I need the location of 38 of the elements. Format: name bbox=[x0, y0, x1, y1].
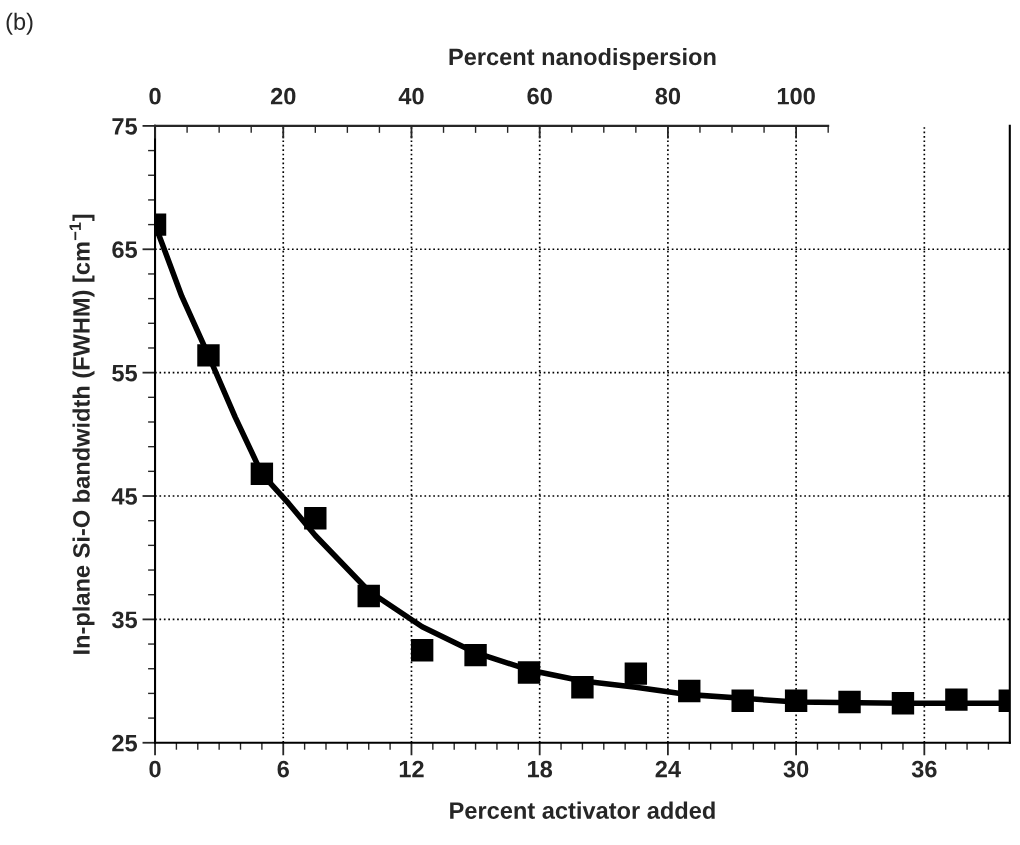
point bbox=[891, 692, 915, 715]
point bbox=[517, 661, 541, 684]
point bbox=[624, 662, 648, 685]
point bbox=[838, 690, 861, 714]
y-tick-label: 65 bbox=[112, 241, 138, 259]
point bbox=[464, 643, 487, 667]
y-tick-label: 35 bbox=[111, 611, 138, 629]
x-tick-label: 12 bbox=[399, 760, 424, 778]
point bbox=[250, 462, 274, 486]
point bbox=[731, 689, 754, 713]
x-axis-title: Percent activator added bbox=[450, 801, 715, 819]
y-axis-title: In-plane Si-O bandwidth (FWHM) [cm$^{−1}$] bbox=[69, 214, 95, 654]
y-tick-label: 75 bbox=[112, 118, 138, 135]
point bbox=[197, 344, 220, 367]
point bbox=[571, 676, 594, 699]
x2-tick-label: 20 bbox=[270, 87, 296, 105]
y-tick-label: 25 bbox=[112, 734, 138, 752]
point bbox=[945, 688, 968, 711]
point bbox=[784, 689, 808, 713]
x-tick-label: 6 bbox=[277, 760, 289, 778]
point bbox=[678, 679, 701, 703]
point bbox=[357, 584, 380, 608]
point bbox=[410, 639, 434, 662]
x-tick-label: 24 bbox=[655, 760, 681, 778]
x2-tick-label: 60 bbox=[527, 87, 552, 105]
x2-tick-label: 80 bbox=[655, 87, 681, 105]
x-tick-label: 30 bbox=[783, 760, 809, 778]
text: (b) bbox=[6, 12, 33, 35]
x-tick-label: 36 bbox=[911, 760, 937, 778]
point bbox=[304, 507, 327, 530]
y-tick-label: 55 bbox=[112, 364, 138, 382]
x-tick-label: 18 bbox=[528, 760, 553, 778]
x-tick-label: 0 bbox=[149, 760, 161, 778]
x2-tick-label: 0 bbox=[149, 87, 161, 105]
y-tick-label: 45 bbox=[111, 488, 138, 505]
x2-tick-label: 100 bbox=[777, 87, 815, 105]
x2-tick-label: 40 bbox=[398, 87, 424, 105]
x2-axis-title: Percent nanodispersion bbox=[449, 47, 716, 70]
